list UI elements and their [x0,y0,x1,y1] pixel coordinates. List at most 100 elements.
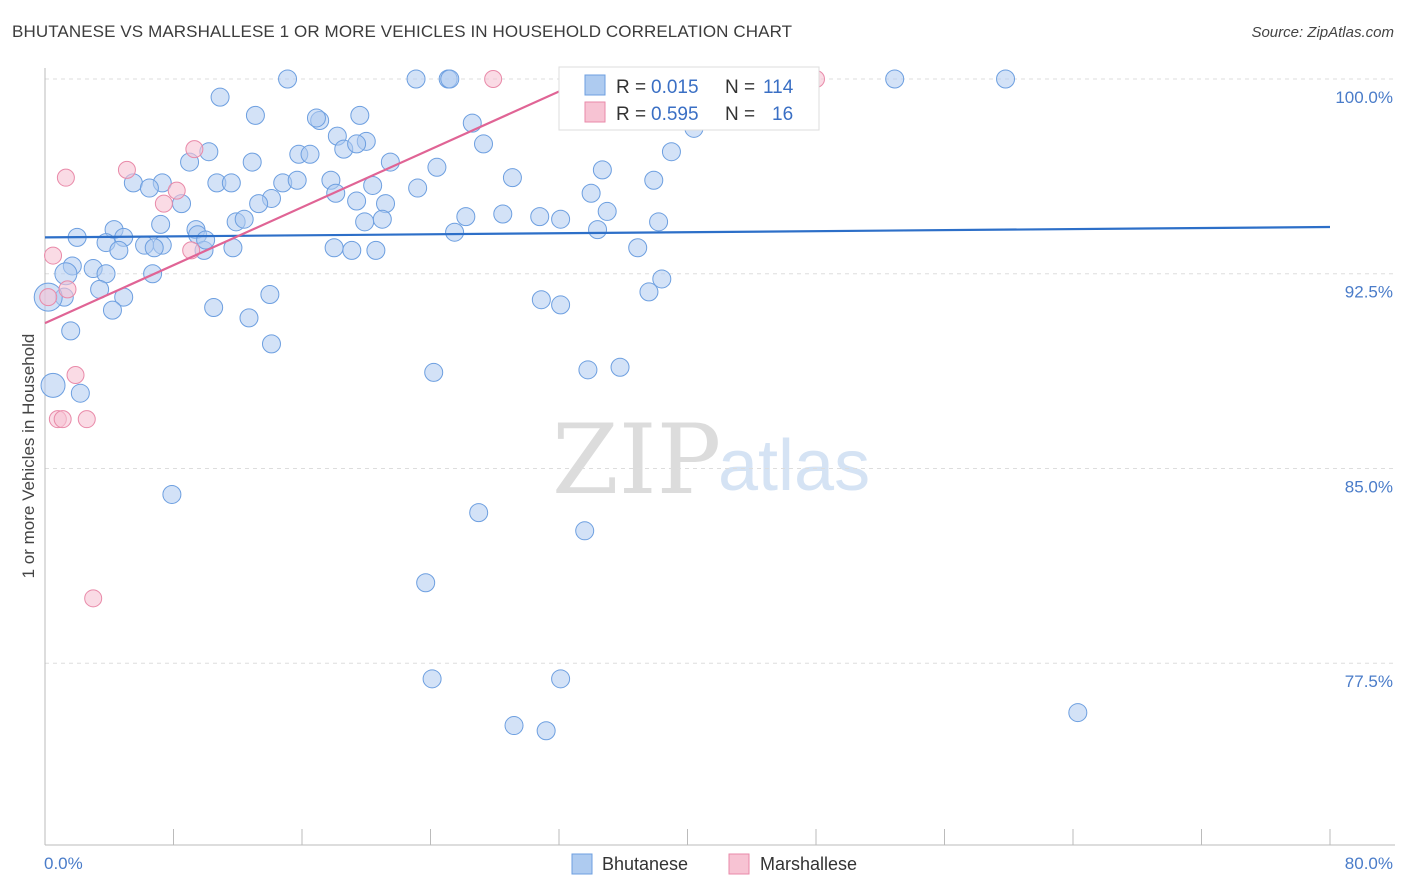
marshallese-point [77,410,96,429]
bhutanese-point [221,173,241,193]
bhutanese-point [355,212,375,232]
bhutanese-point [427,157,447,177]
trend-lines [44,70,1331,325]
bhutanese-point [245,105,265,125]
bhutanese-point [40,372,66,398]
series-bhutanese-points [33,69,1088,741]
bhutanese-point [366,240,386,260]
bhutanese-point [440,69,460,89]
x-tick-labels: 0.0% 80.0% [44,854,1393,873]
legend-r-value-bhutanese: 0.015 [651,77,699,98]
bhutanese-point [372,209,392,229]
bhutanese-point [474,134,494,154]
bhutanese-point [885,69,905,89]
marshallese-point [44,246,63,265]
bhutanese-point [610,357,630,377]
bhutanese-point [61,321,81,341]
bhutanese-point [102,300,122,320]
bhutanese-point [306,108,326,128]
watermark-zip: ZIP [552,404,721,516]
bhutanese-point [416,573,436,593]
marshallese-point [484,70,503,88]
bhutanese-point [196,230,216,250]
bhutanese-point [242,152,262,172]
bhutanese-point [588,220,608,240]
bhutanese-point [644,170,664,190]
legend-swatch-bhutanese [584,74,606,96]
legend-n-value-bhutanese: 114 [763,77,794,98]
bhutanese-point [649,212,669,232]
bhutanese-point [376,194,396,214]
bhutanese-point [996,69,1016,89]
bhutanese-point [162,484,182,504]
bhutanese-point [530,207,550,227]
bhutanese-point [551,295,571,315]
bottom-legend-swatch-marshallese [728,853,750,875]
bhutanese-point [597,201,617,221]
bhutanese-point [445,222,465,242]
legend-swatch-marshallese [584,101,606,123]
y-tick-label-0: 77.5% [1345,672,1393,691]
legend-n-label-bhutanese: N = [725,77,755,98]
bhutanese-point [342,240,362,260]
bottom-legend-label-marshallese: Marshallese [760,854,857,874]
bhutanese-point [239,308,259,328]
bhutanese-point [109,240,129,260]
bhutanese-point [578,360,598,380]
marshallese-point [117,160,136,179]
axes [44,68,1395,846]
bhutanese-point [260,285,280,305]
trend-line-marshallese [44,70,605,325]
bhutanese-point [639,282,659,302]
marshallese-point [58,280,77,299]
bhutanese-point [652,269,672,289]
bhutanese-point [575,521,595,541]
bhutanese-point [504,716,524,736]
y-tick-labels: 77.5% 85.0% 92.5% 100.0% [1335,88,1393,691]
bottom-legend-label-bhutanese: Bhutanese [602,854,688,874]
x-tick-label-1: 80.0% [1345,854,1393,873]
bhutanese-point [424,362,444,382]
bhutanese-point [551,669,571,689]
bhutanese-point [536,721,556,741]
series-legend: Bhutanese Marshallese [571,853,857,875]
legend-r-label-marshallese: R = [616,104,646,125]
legend-n-label-marshallese: N = [725,104,755,125]
legend-r-value-marshallese: 0.595 [651,104,699,125]
bhutanese-point [151,214,171,234]
bhutanese-point [551,209,571,229]
bhutanese-point [422,669,442,689]
bhutanese-point [469,503,489,523]
y-tick-label-2: 92.5% [1345,283,1393,302]
bhutanese-point [628,238,648,258]
marshallese-point [53,410,72,429]
series-marshallese-points [39,70,825,608]
y-tick-label-1: 85.0% [1345,477,1393,496]
bhutanese-point [287,170,307,190]
y-axis-label: 1 or more Vehicles in Household [19,334,38,579]
bhutanese-point [581,183,601,203]
y-tick-label-3: 100.0% [1335,88,1393,107]
x-tick-label-0: 0.0% [44,854,83,873]
bhutanese-point [300,144,320,164]
bhutanese-point [408,178,428,198]
bhutanese-point [406,69,426,89]
trend-line-bhutanese [44,225,1331,239]
chart-title: BHUTANESE VS MARSHALLESE 1 OR MORE VEHIC… [12,22,793,41]
marshallese-point [84,589,103,608]
watermark-atlas: atlas [718,426,870,506]
source-label: Source: ZipAtlas.com [1251,24,1394,41]
marshallese-point [185,140,204,159]
bhutanese-point [502,168,522,188]
legend-n-value-marshallese: 16 [772,104,793,125]
bhutanese-point [493,204,513,224]
marshallese-point [39,288,58,307]
bhutanese-point [350,105,370,125]
marshallese-point [154,194,173,213]
legend-r-label-bhutanese: R = [616,77,646,98]
bhutanese-point [210,87,230,107]
bottom-legend-swatch-bhutanese [571,853,593,875]
bhutanese-point [249,194,269,214]
bhutanese-point [531,290,551,310]
